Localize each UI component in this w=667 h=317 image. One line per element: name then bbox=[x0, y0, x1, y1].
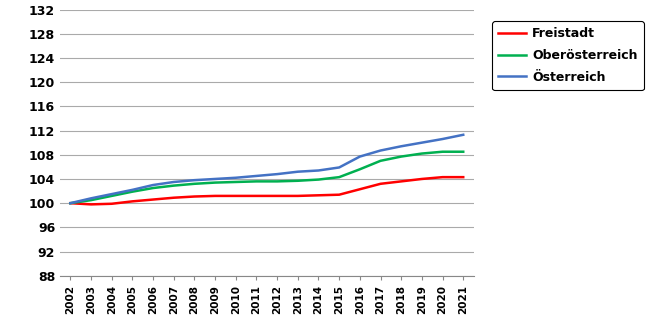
Freistadt bbox=[170, 196, 178, 200]
Oberösterreich bbox=[460, 150, 468, 154]
Freistadt bbox=[294, 194, 302, 198]
Freistadt bbox=[253, 194, 261, 198]
Oberösterreich bbox=[356, 167, 364, 171]
Line: Freistadt: Freistadt bbox=[71, 177, 464, 204]
Oberösterreich bbox=[211, 181, 219, 184]
Oberösterreich bbox=[232, 180, 240, 184]
Österreich bbox=[460, 133, 468, 137]
Oberösterreich bbox=[149, 186, 157, 190]
Österreich bbox=[211, 177, 219, 181]
Österreich bbox=[439, 137, 447, 141]
Österreich bbox=[356, 155, 364, 158]
Freistadt bbox=[67, 201, 75, 205]
Oberösterreich bbox=[129, 190, 137, 194]
Legend: Freistadt, Oberösterreich, Österreich: Freistadt, Oberösterreich, Österreich bbox=[492, 21, 644, 90]
Freistadt bbox=[377, 182, 385, 186]
Freistadt bbox=[418, 177, 426, 181]
Oberösterreich bbox=[273, 179, 281, 183]
Freistadt bbox=[398, 179, 406, 183]
Freistadt bbox=[129, 199, 137, 203]
Freistadt bbox=[336, 193, 344, 197]
Oberösterreich bbox=[439, 150, 447, 154]
Oberösterreich bbox=[294, 179, 302, 183]
Österreich bbox=[315, 169, 323, 172]
Österreich bbox=[129, 188, 137, 192]
Freistadt bbox=[211, 194, 219, 198]
Österreich bbox=[418, 141, 426, 145]
Oberösterreich bbox=[191, 182, 199, 186]
Österreich bbox=[253, 174, 261, 178]
Oberösterreich bbox=[336, 175, 344, 179]
Österreich bbox=[191, 178, 199, 182]
Oberösterreich bbox=[398, 155, 406, 158]
Freistadt bbox=[356, 187, 364, 191]
Freistadt bbox=[232, 194, 240, 198]
Österreich bbox=[67, 201, 75, 205]
Freistadt bbox=[87, 203, 95, 206]
Oberösterreich bbox=[315, 178, 323, 181]
Freistadt bbox=[439, 175, 447, 179]
Freistadt bbox=[315, 193, 323, 197]
Österreich bbox=[108, 192, 116, 196]
Oberösterreich bbox=[67, 201, 75, 205]
Line: Österreich: Österreich bbox=[71, 135, 464, 203]
Österreich bbox=[273, 172, 281, 176]
Freistadt bbox=[149, 197, 157, 201]
Freistadt bbox=[273, 194, 281, 198]
Österreich bbox=[377, 149, 385, 152]
Oberösterreich bbox=[253, 179, 261, 183]
Freistadt bbox=[460, 175, 468, 179]
Line: Oberösterreich: Oberösterreich bbox=[71, 152, 464, 203]
Oberösterreich bbox=[418, 152, 426, 155]
Oberösterreich bbox=[87, 198, 95, 202]
Österreich bbox=[149, 183, 157, 187]
Österreich bbox=[232, 176, 240, 180]
Freistadt bbox=[108, 202, 116, 206]
Österreich bbox=[170, 180, 178, 184]
Oberösterreich bbox=[170, 184, 178, 188]
Oberösterreich bbox=[108, 194, 116, 198]
Österreich bbox=[398, 144, 406, 148]
Österreich bbox=[336, 165, 344, 169]
Oberösterreich bbox=[377, 159, 385, 163]
Österreich bbox=[87, 197, 95, 200]
Freistadt bbox=[191, 195, 199, 198]
Österreich bbox=[294, 170, 302, 174]
